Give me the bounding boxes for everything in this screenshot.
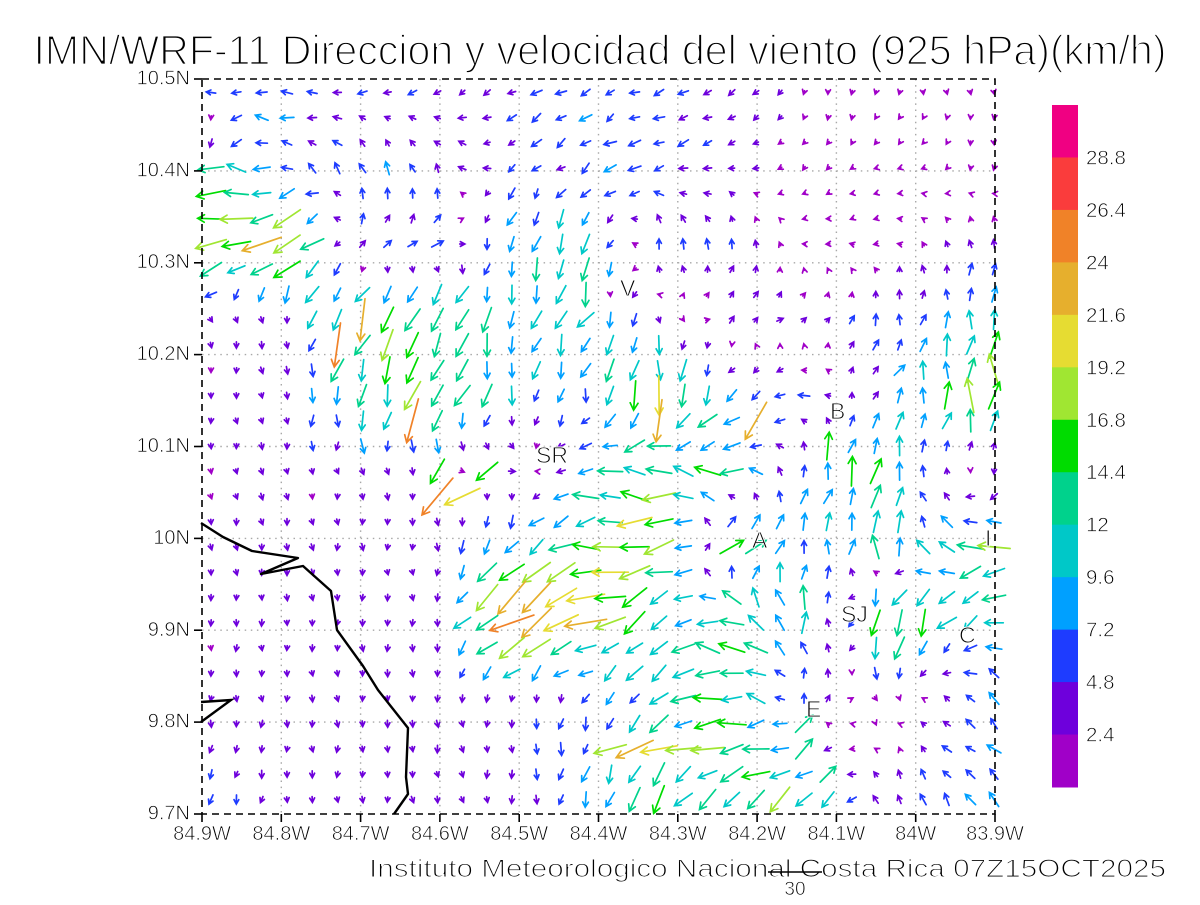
svg-text:9.8N: 9.8N bbox=[148, 711, 190, 733]
svg-text:9.9N: 9.9N bbox=[148, 619, 190, 641]
svg-text:12: 12 bbox=[1086, 514, 1109, 537]
svg-text:10.4N: 10.4N bbox=[137, 159, 190, 181]
svg-text:21.6: 21.6 bbox=[1086, 304, 1126, 327]
svg-text:10.2N: 10.2N bbox=[137, 343, 190, 365]
svg-text:26.4: 26.4 bbox=[1086, 199, 1126, 222]
svg-text:A: A bbox=[752, 527, 768, 553]
svg-text:84W: 84W bbox=[895, 823, 936, 845]
svg-text:B: B bbox=[830, 398, 845, 424]
svg-text:84.3W: 84.3W bbox=[649, 823, 707, 845]
svg-text:19.2: 19.2 bbox=[1086, 356, 1126, 379]
svg-text:9.7N: 9.7N bbox=[148, 803, 190, 825]
svg-text:84.5W: 84.5W bbox=[490, 823, 548, 845]
svg-text:C: C bbox=[959, 622, 976, 648]
svg-text:30: 30 bbox=[784, 879, 805, 900]
svg-text:10.1N: 10.1N bbox=[137, 435, 190, 457]
svg-text:IMN/WRF-11 Direccion y velocid: IMN/WRF-11 Direccion y velocidad del vie… bbox=[34, 27, 1167, 74]
svg-text:84.7W: 84.7W bbox=[332, 823, 390, 845]
svg-text:84.9W: 84.9W bbox=[173, 823, 231, 845]
svg-text:16.8: 16.8 bbox=[1086, 409, 1126, 432]
svg-text:7.2: 7.2 bbox=[1086, 619, 1115, 642]
svg-text:SJ: SJ bbox=[841, 601, 868, 627]
svg-text:10.5N: 10.5N bbox=[137, 68, 190, 90]
svg-text:I: I bbox=[985, 525, 991, 551]
svg-text:E: E bbox=[806, 696, 821, 722]
svg-text:83.9W: 83.9W bbox=[966, 823, 1024, 845]
svg-text:84.2W: 84.2W bbox=[728, 823, 786, 845]
svg-text:10.3N: 10.3N bbox=[137, 251, 190, 273]
svg-text:84.6W: 84.6W bbox=[411, 823, 469, 845]
svg-text:9.6: 9.6 bbox=[1086, 566, 1115, 589]
svg-text:V: V bbox=[620, 275, 636, 301]
svg-text:28.8: 28.8 bbox=[1086, 147, 1126, 170]
svg-text:14.4: 14.4 bbox=[1086, 461, 1126, 484]
svg-text:10N: 10N bbox=[153, 527, 190, 549]
svg-text:84.1W: 84.1W bbox=[807, 823, 865, 845]
svg-text:84.8W: 84.8W bbox=[252, 823, 310, 845]
svg-text:84.4W: 84.4W bbox=[570, 823, 628, 845]
svg-text:2.4: 2.4 bbox=[1086, 724, 1115, 747]
svg-text:SR: SR bbox=[536, 442, 568, 468]
svg-text:Instituto Meteorologico Nacion: Instituto Meteorologico Nacional Costa R… bbox=[369, 855, 1166, 883]
svg-text:24: 24 bbox=[1086, 251, 1109, 274]
svg-text:4.8: 4.8 bbox=[1086, 671, 1115, 694]
